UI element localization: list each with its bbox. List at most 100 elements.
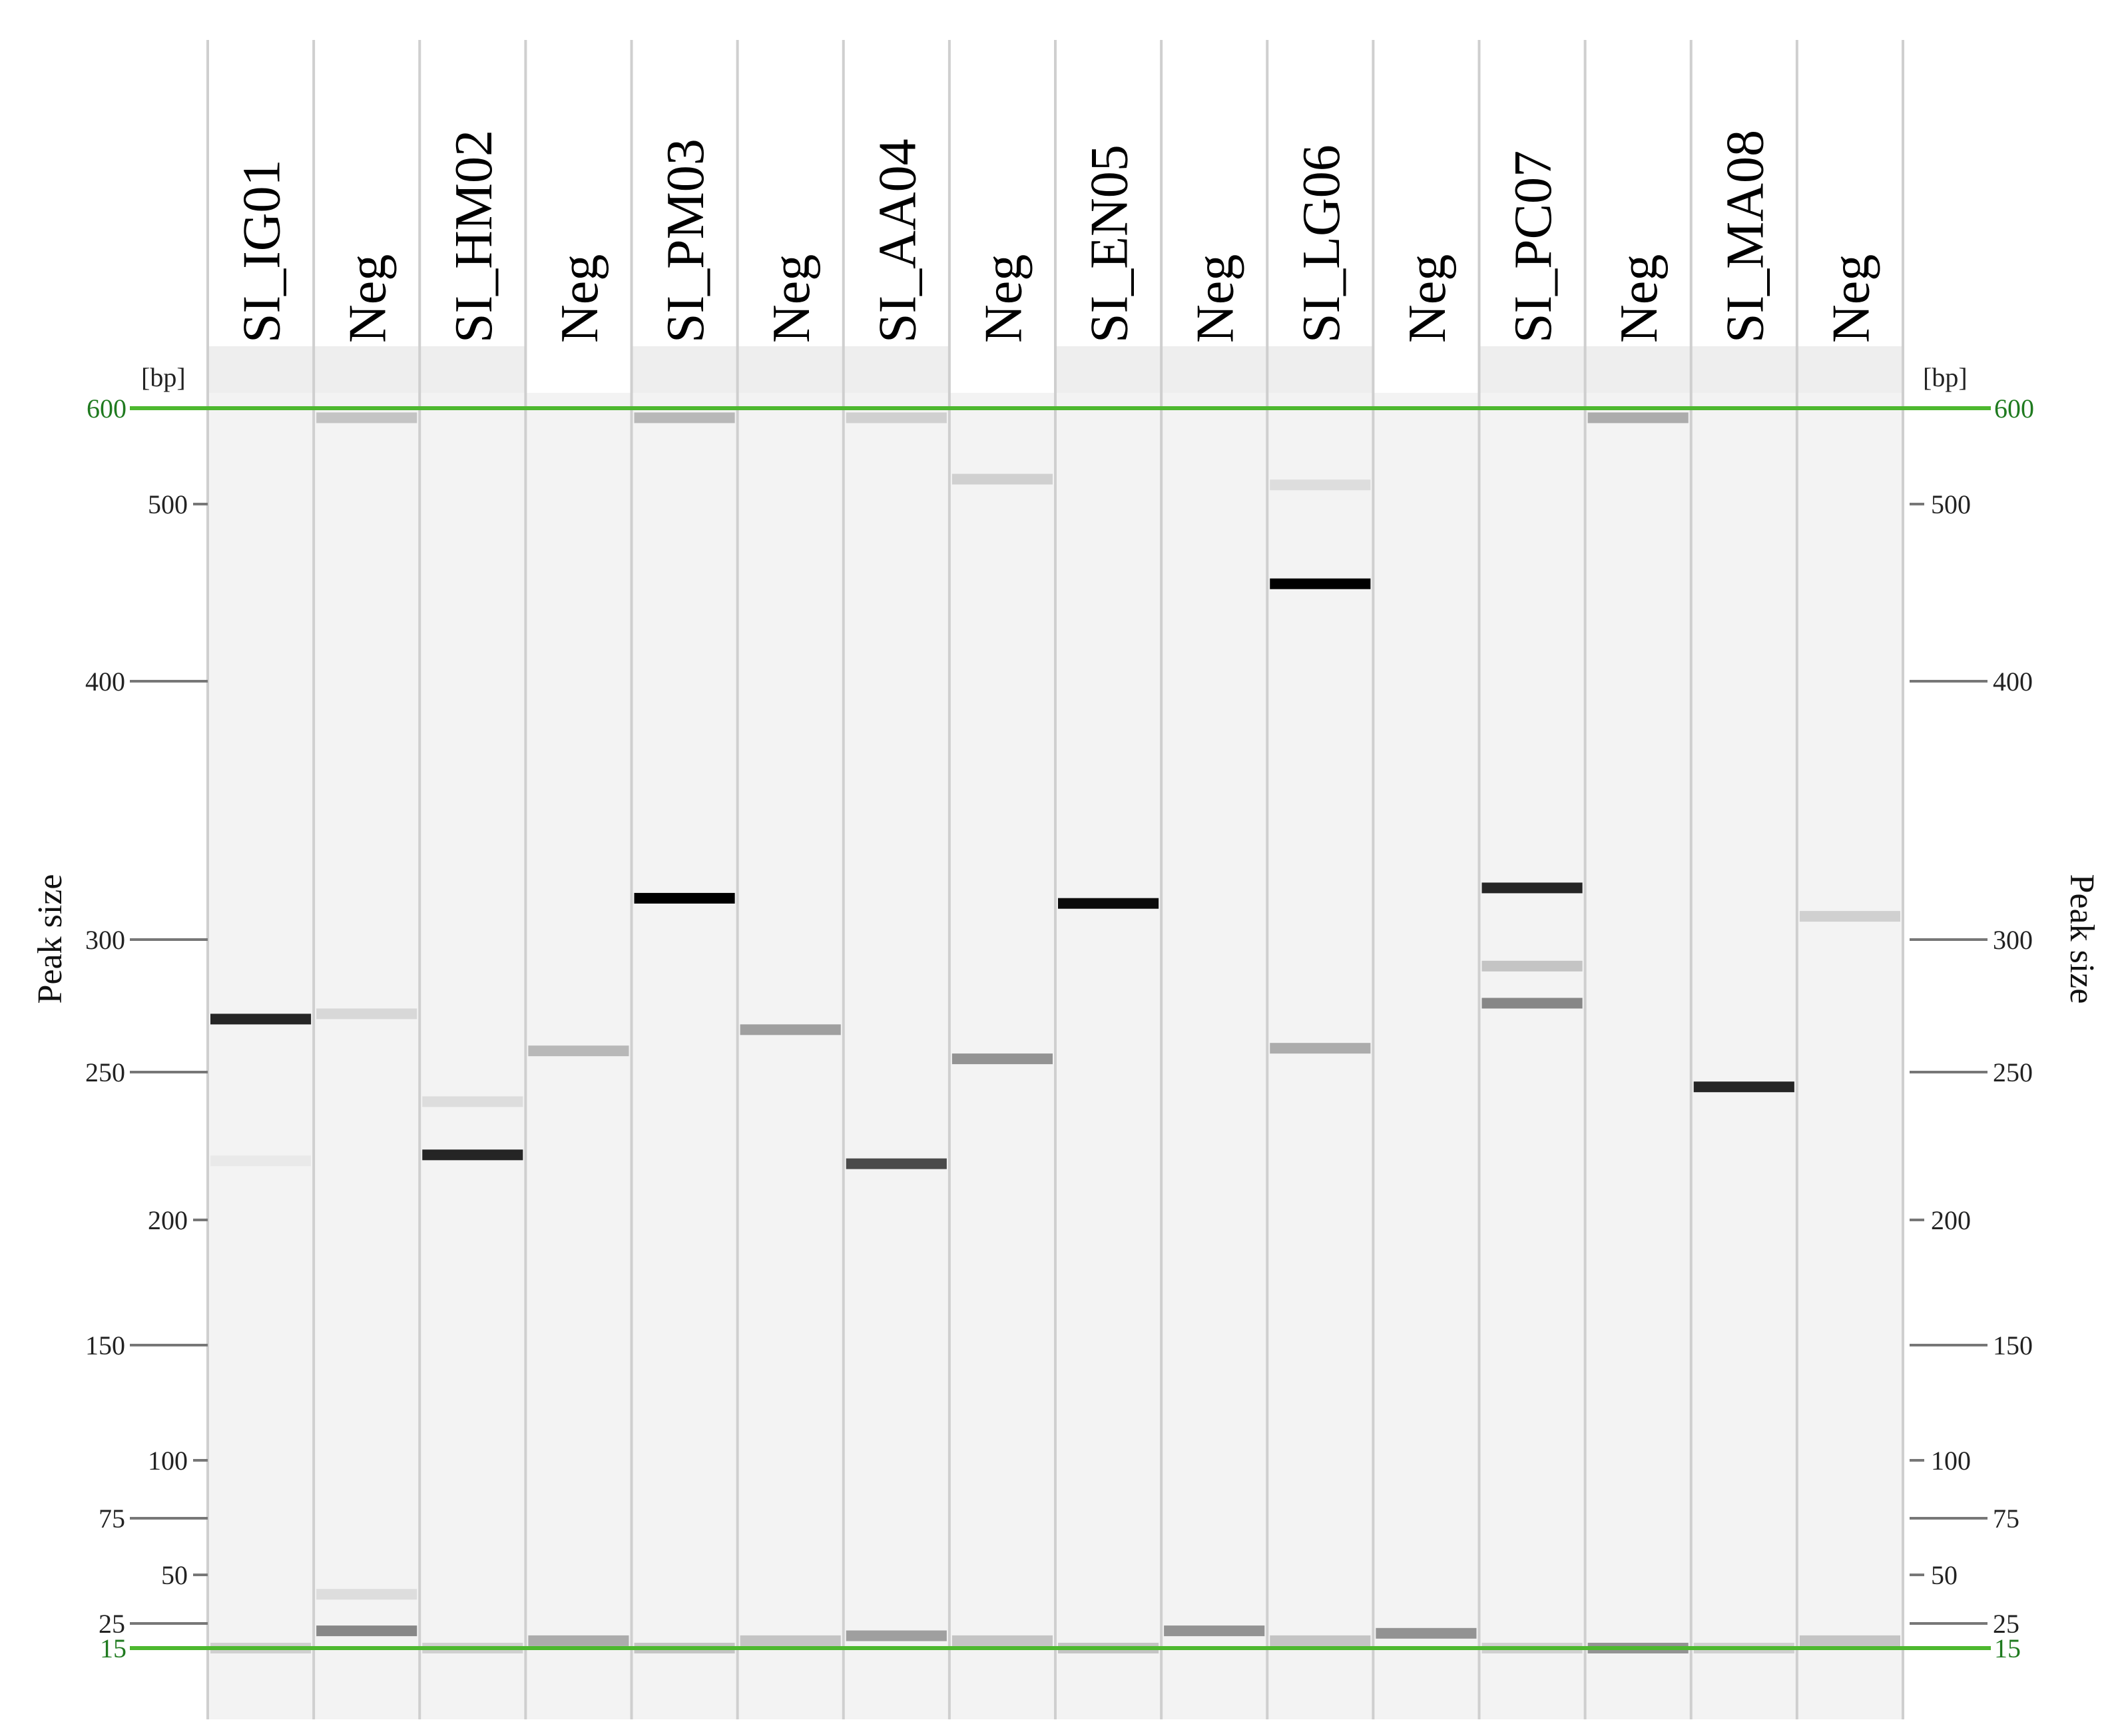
band [740,1635,841,1646]
band [316,1625,417,1637]
lane-top-strip [1796,346,1903,393]
band [1799,911,1900,922]
lane-11 [1267,346,1374,1719]
band [846,412,947,424]
lane-label: Neg [339,254,397,343]
band [1587,412,1689,424]
lane-label: SI_PC07 [1504,150,1563,343]
lane-7 [843,346,949,1719]
lane-4 [525,346,632,1719]
band [1693,1081,1794,1093]
band [951,1053,1053,1065]
lane-top-strip [419,346,526,393]
band [846,1158,947,1169]
band [422,1149,523,1161]
axis-tick-label: 400 [85,667,125,697]
lane-label: Neg [1187,254,1245,343]
right-unit-label: [bp] [1923,362,1968,392]
band [1270,479,1371,491]
lane-label: SI_MA08 [1716,130,1774,343]
lane-separators [206,40,1904,1719]
lanes-layer [208,346,1903,1719]
band [951,1635,1053,1646]
lane-top-strip [1055,346,1162,393]
marker-label: 600 [1994,394,2034,424]
lane-2 [314,346,420,1719]
band [316,1008,417,1019]
marker-label: 15 [1994,1633,2021,1663]
band [316,1589,417,1600]
band [316,412,417,424]
lane-label: Neg [1398,254,1457,343]
lane-label: SI_HM02 [445,130,503,343]
axis-tick-label: 200 [148,1205,188,1235]
lane-top-strip [314,346,420,393]
lane-label: SI_LG06 [1292,145,1351,343]
lane-top-strip [1161,346,1268,393]
axis-tick-label: 50 [161,1560,188,1590]
lane-13 [1479,346,1585,1719]
left-axis: 500 400 300 250 200 150 100 75 50 25 600 15 [85,394,208,1663]
lane-12 [1373,346,1479,1719]
lane-top-strip [1479,346,1585,393]
lane-label: Neg [1822,254,1880,343]
band [528,1045,629,1057]
band [210,1155,312,1167]
band [1164,1625,1265,1637]
axis-tick-label: 300 [85,925,125,955]
lane-16 [1796,346,1903,1719]
marker-lines [130,406,1991,1650]
axis-tick-label: 250 [1993,1057,2033,1087]
lane-top-strip [737,346,844,393]
marker-label: 15 [100,1633,127,1663]
axis-tick-label: 100 [1931,1446,1971,1476]
axis-tick-label: 150 [85,1330,125,1360]
band [1270,1043,1371,1054]
lane-9 [1055,346,1162,1719]
lane-top-strip [208,346,314,393]
lane-3 [419,346,526,1719]
right-axis: 500 400 300 250 200 150 100 75 50 25 600 15 [1910,394,2034,1663]
axis-tick-label: 75 [99,1504,125,1534]
band [422,1096,523,1107]
axis-tick-label: 50 [1931,1560,1958,1590]
lane-top-strip [1691,346,1797,393]
lane-labels: SI_IG01 Neg SI_HM02 Neg SI_PM03 Neg SI_AA04 Neg… [233,130,1881,343]
band [1481,998,1583,1009]
axis-tick-label: 500 [148,489,188,519]
left-axis-title: Peak size [31,874,69,1004]
axis-tick-label: 250 [85,1057,125,1087]
lane-14 [1585,346,1691,1719]
band [846,1630,947,1641]
band [1481,882,1583,894]
band [951,473,1053,485]
lane-top-strip [1267,346,1374,393]
lane-label: SI_AA04 [868,139,927,343]
axis-tick-label: 150 [1993,1330,2033,1360]
lane-top-strip [843,346,949,393]
lane-label: SI_PM03 [657,139,715,343]
axis-tick-label: 500 [1931,489,1971,519]
marker-label: 600 [87,394,127,424]
lane-10 [1161,346,1268,1719]
band [740,1024,841,1035]
band [210,1013,312,1025]
axis-tick-label: 200 [1931,1205,1971,1235]
axis-tick-label: 25 [1993,1609,2019,1639]
axis-tick-label: 100 [148,1446,188,1476]
band [1270,578,1371,589]
right-axis-title: Peak size [2063,874,2101,1004]
band [1481,960,1583,972]
axis-tick-label: 300 [1993,925,2033,955]
lane-label: Neg [1610,254,1669,343]
axis-tick-label: 25 [99,1609,125,1639]
lane-label: Neg [551,254,609,343]
lane-top-strip [1373,346,1479,393]
band [528,1635,629,1646]
lane-top-strip [949,346,1055,393]
lane-15 [1691,346,1797,1719]
axis-tick-label: 75 [1993,1504,2019,1534]
lane-1 [208,346,314,1719]
band [634,412,735,424]
